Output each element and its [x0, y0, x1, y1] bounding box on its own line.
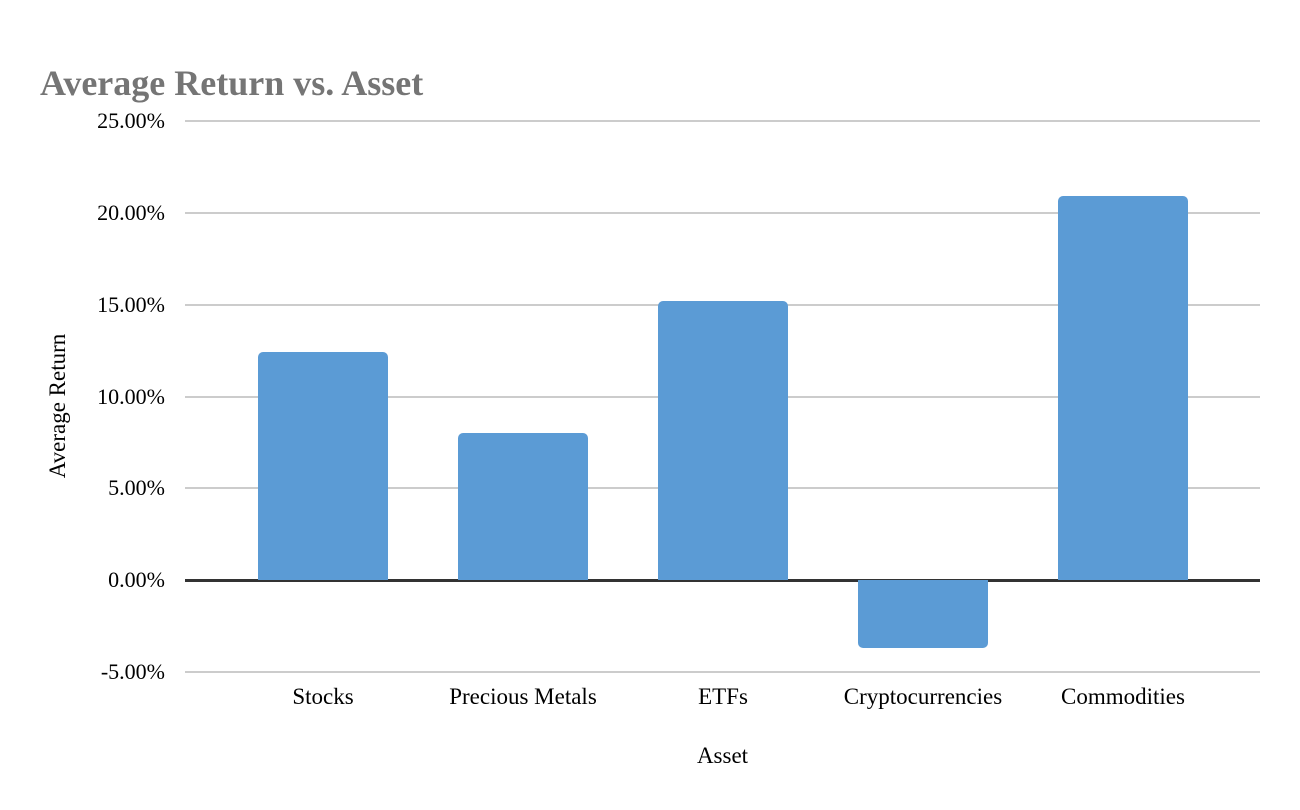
y-tick-label: -5.00%: [100, 659, 165, 684]
x-tick-label: Cryptocurrencies: [843, 684, 1003, 709]
y-tick-label: 20.00%: [97, 199, 165, 225]
gridline: [185, 120, 1260, 122]
bar-commodities: [1058, 196, 1188, 581]
bar-cryptocurrencies: [858, 580, 988, 649]
bar-etfs: [658, 300, 788, 581]
y-tick-label: 5.00%: [108, 475, 165, 501]
y-tick-label: 15.00%: [97, 291, 165, 317]
x-tick-label: Precious Metals: [449, 684, 597, 709]
x-tick-label: Stocks: [292, 684, 354, 709]
bar-stocks: [258, 352, 388, 581]
x-tick-label: Commodities: [1061, 684, 1185, 709]
y-tick-label: 25.00%: [97, 108, 165, 133]
chart-title: Average Return vs. Asset: [40, 63, 424, 104]
gridline: [185, 211, 1260, 214]
bar-precious-metals: [458, 433, 588, 581]
zero-axis-line: [185, 579, 1260, 583]
plot-area: [185, 120, 1260, 673]
x-axis-title: Asset: [696, 743, 749, 768]
y-tick-label: 10.00%: [97, 383, 165, 409]
gridline: [185, 671, 1260, 673]
y-tick-label: 0.00%: [108, 567, 165, 593]
x-tick-label: ETFs: [698, 684, 748, 709]
